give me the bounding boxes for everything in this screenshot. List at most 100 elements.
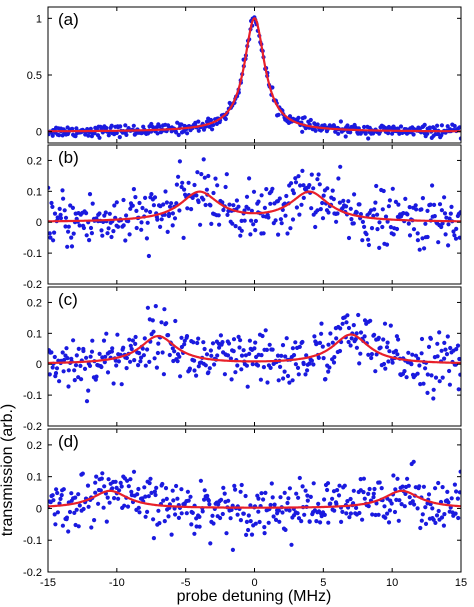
data-point: [86, 504, 91, 509]
data-point: [60, 188, 65, 193]
data-point: [444, 352, 450, 357]
data-point: [81, 225, 86, 231]
data-point: [322, 497, 327, 502]
data-point: [176, 174, 181, 179]
data-point: [109, 123, 114, 128]
y-tick-label: -0.2: [23, 421, 42, 433]
data-point: [74, 126, 79, 131]
data-point: [133, 341, 138, 346]
data-point: [84, 355, 89, 360]
data-point: [449, 496, 454, 501]
data-point: [134, 225, 139, 231]
data-point: [131, 187, 136, 192]
data-point: [155, 350, 160, 356]
data-point: [416, 356, 421, 361]
data-point: [354, 345, 359, 350]
data-point: [123, 238, 128, 243]
data-point: [349, 217, 354, 222]
data-point: [101, 338, 107, 343]
data-point: [362, 124, 367, 130]
data-point: [213, 176, 218, 181]
data-point: [457, 356, 461, 362]
data-point: [394, 334, 399, 339]
data-point: [259, 353, 264, 358]
data-point: [296, 516, 302, 521]
data-point: [161, 202, 166, 207]
data-point: [71, 338, 76, 343]
data-point: [344, 511, 349, 516]
data-point: [85, 483, 91, 488]
data-point: [225, 353, 231, 358]
data-point: [194, 193, 199, 198]
data-point: [196, 128, 201, 133]
data-point: [247, 176, 252, 181]
data-point: [84, 233, 89, 238]
data-point: [362, 334, 367, 339]
data-point: [208, 348, 213, 353]
data-point: [218, 333, 223, 338]
data-point: [394, 497, 399, 502]
data-point: [185, 131, 190, 136]
data-point: [273, 517, 279, 523]
data-point: [311, 362, 316, 367]
data-point: [403, 196, 408, 201]
data-point: [391, 473, 396, 478]
data-point: [336, 493, 342, 498]
data-point: [288, 226, 293, 231]
data-point: [308, 117, 313, 123]
data-point: [457, 490, 461, 495]
data-point: [422, 122, 427, 127]
data-point: [114, 200, 119, 205]
data-point: [139, 227, 144, 232]
panels-group: 0 0.5 1 (a) -0.2 -0.1 0 0.1 0.2 (b) -0.2 -0.1 0 0.1 0.…: [23, 6, 462, 579]
data-point: [187, 366, 192, 371]
data-point: [299, 519, 304, 524]
data-point: [144, 236, 149, 241]
data-point: [257, 519, 262, 525]
data-point: [185, 489, 190, 494]
data-point: [385, 219, 390, 224]
y-tick-label: 0: [36, 127, 42, 139]
data-point: [420, 512, 425, 517]
data-point: [192, 531, 197, 536]
data-point: [231, 349, 236, 354]
y-tick-label: 0.2: [27, 440, 42, 452]
data-point: [300, 484, 305, 489]
x-axis-ticks: -15 -10 -5 0 5 10 15: [40, 577, 467, 589]
data-point: [73, 363, 79, 368]
data-point: [111, 381, 116, 386]
data-point: [152, 356, 157, 361]
data-point: [151, 203, 156, 208]
data-point: [102, 484, 107, 489]
data-point: [270, 495, 275, 500]
data-point: [326, 210, 331, 215]
data-point: [296, 495, 301, 500]
data-point: [239, 218, 244, 223]
data-point: [431, 517, 436, 522]
data-point: [388, 323, 393, 328]
data-point: [198, 222, 203, 227]
data-point: [420, 196, 425, 201]
data-point: [455, 343, 461, 348]
data-point: [321, 356, 326, 361]
data-point: [315, 122, 320, 127]
data-point: [396, 202, 401, 207]
data-point: [231, 337, 237, 342]
data-point: [326, 369, 331, 374]
data-point: [346, 235, 352, 241]
data-point: [294, 205, 299, 210]
data-point: [330, 188, 335, 193]
data-point: [349, 336, 354, 341]
data-point: [148, 209, 153, 215]
data-point: [357, 510, 362, 516]
data-point: [287, 380, 292, 385]
data-point: [104, 125, 109, 131]
data-point: [326, 520, 331, 525]
data-point: [398, 124, 404, 129]
data-point: [135, 492, 140, 497]
data-point: [436, 508, 441, 514]
data-point: [413, 203, 418, 208]
data-point: [201, 197, 206, 202]
data-point: [360, 517, 365, 522]
data-point: [347, 515, 352, 520]
